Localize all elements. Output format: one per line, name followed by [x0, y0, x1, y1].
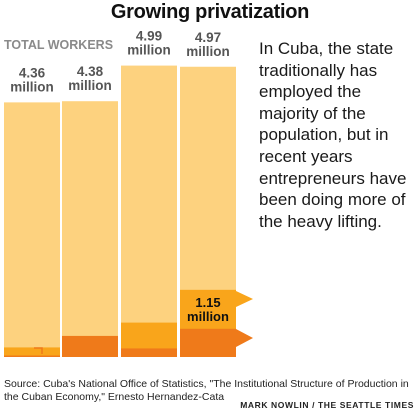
total-label-value-2014: 4.97 [195, 30, 221, 45]
bar-self-2014 [180, 328, 236, 357]
narrative-text: In Cuba, the state traditionally has emp… [259, 39, 407, 231]
chart-title: Growing privatization [110, 1, 310, 23]
total-label-unit-1989: million [10, 79, 54, 94]
private-label-unit-2014: million [187, 309, 229, 324]
total-label-value-1989: 4.36 [19, 65, 46, 80]
legend-marker-private [236, 291, 253, 307]
total-label-value-2000: 4.38 [77, 64, 104, 79]
total-workers-label: TOTAL WORKERS [4, 38, 113, 52]
total-label-value-2010: 4.99 [136, 29, 162, 44]
credit-line: MARK NOWLIN / THE SEATTLE TIMES [240, 400, 414, 410]
total-label-unit-2014: million [186, 44, 230, 59]
bar-private-1989 [4, 347, 60, 357]
self-callout-line-1989 [34, 347, 43, 354]
total-label-unit-2010: million [127, 43, 171, 58]
total-label-unit-2000: million [68, 78, 112, 93]
bar-self-2010 [121, 348, 177, 357]
bar-self-1989 [4, 355, 60, 357]
bar-total-2000 [62, 101, 118, 357]
source-note: Source: Cuba's National Office of Statis… [4, 378, 409, 403]
bar-total-1989 [4, 102, 60, 357]
legend-marker-self [236, 329, 253, 347]
bar-self-2000 [62, 335, 118, 357]
bar-total-2010 [121, 65, 177, 358]
legend [236, 291, 253, 347]
self-callout-bg-1989 [4, 342, 30, 355]
private-label-value-2014: 1.15 [195, 295, 220, 310]
bars-group: 4.36million4.38million4.99million4.97mil… [4, 29, 236, 358]
